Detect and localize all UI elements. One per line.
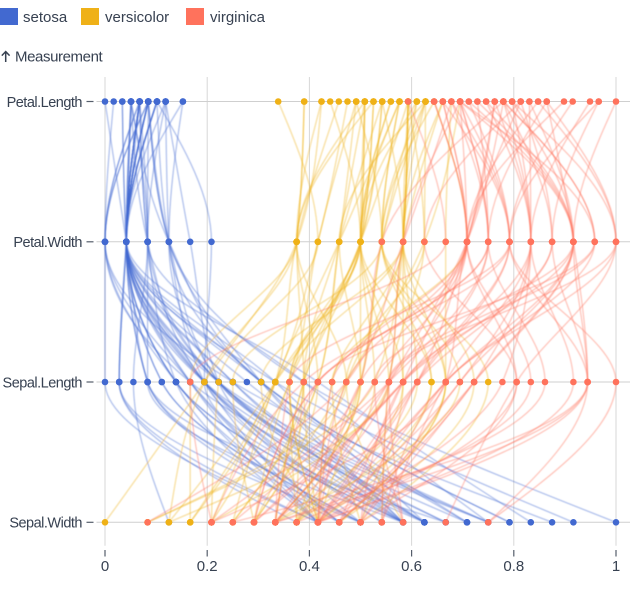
svg-text:Petal.Length: Petal.Length	[7, 95, 83, 111]
svg-text:versicolor: versicolor	[105, 9, 169, 26]
svg-text:0: 0	[101, 558, 109, 575]
svg-text:setosa: setosa	[23, 9, 68, 26]
svg-text:Petal.Width: Petal.Width	[13, 235, 82, 251]
svg-text:0.6: 0.6	[401, 558, 422, 575]
svg-text:1: 1	[612, 558, 620, 575]
svg-text:Measurement: Measurement	[15, 49, 104, 66]
svg-text:0.4: 0.4	[299, 558, 320, 575]
svg-text:0.8: 0.8	[503, 558, 524, 575]
svg-text:0.2: 0.2	[197, 558, 218, 575]
svg-text:virginica: virginica	[210, 9, 266, 26]
svg-text:Sepal.Width: Sepal.Width	[9, 516, 82, 532]
svg-text:Sepal.Length: Sepal.Length	[3, 375, 83, 391]
